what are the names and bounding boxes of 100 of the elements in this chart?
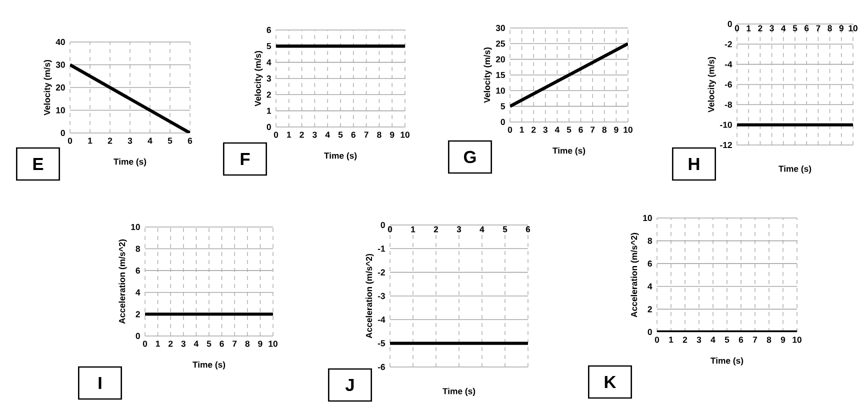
x-tick-label: 0 — [274, 132, 278, 138]
y-tick-label: 4 — [648, 283, 652, 290]
text: H — [688, 158, 700, 170]
text: K — [604, 376, 616, 388]
x-tick-label: 10 — [624, 126, 632, 133]
x-tick-label: 3 — [456, 226, 462, 232]
x-tick-label: 3 — [181, 340, 186, 347]
y-tick-label: -10 — [720, 122, 732, 128]
text: F — [240, 153, 250, 165]
x-tick-label: 2 — [168, 340, 173, 347]
x-tick-label: 0 — [734, 25, 740, 32]
x-axis-title: Time (s) — [324, 152, 357, 160]
y-tick-label: 0 — [500, 118, 505, 126]
x-tick-label: 1 — [746, 25, 751, 32]
x-tick-label: 7 — [364, 132, 368, 138]
x-axis-title: Time (s) — [552, 147, 586, 156]
x-tick-label: 7 — [232, 340, 237, 347]
y-tick-label: -4 — [724, 61, 732, 68]
text: J — [345, 378, 354, 392]
x-tick-label: 3 — [543, 126, 548, 133]
y-tick-label: -4 — [378, 316, 386, 323]
y-tick-label: -1 — [378, 246, 386, 252]
y-tick-label: -3 — [378, 292, 385, 300]
y-tick-label: 3 — [266, 75, 271, 82]
x-tick-label: 2 — [531, 126, 536, 133]
x-tick-label: 3 — [128, 138, 132, 144]
x-tick-label: 9 — [839, 25, 844, 32]
x-tick-label: 5 — [338, 132, 343, 138]
text: I — [98, 377, 102, 389]
x-tick-label: 1 — [287, 132, 292, 138]
x-tick-label: 1 — [88, 138, 92, 144]
x-axis-title: Time (s) — [114, 158, 146, 166]
y-tick-label: 10 — [643, 214, 652, 222]
y-tick-label: 25 — [496, 40, 506, 47]
x-tick-label: 1 — [520, 126, 524, 133]
x-tick-label: 2 — [108, 138, 112, 144]
x-tick-label: 4 — [148, 138, 152, 144]
y-tick-label: -6 — [724, 81, 732, 88]
x-tick-label: 3 — [312, 132, 317, 138]
y-tick-label: 1 — [267, 108, 272, 114]
y-axis-title: Velocity (m/s) — [708, 57, 716, 112]
x-tick-label: 8 — [828, 25, 832, 32]
x-tick-label: 9 — [780, 336, 786, 343]
x-tick-label: 1 — [411, 226, 416, 232]
x-tick-label: 4 — [710, 336, 716, 343]
x-tick-label: 9 — [258, 340, 262, 347]
x-tick-label: 10 — [792, 336, 802, 343]
x-tick-label: 0 — [654, 336, 660, 343]
x-tick-label: 1 — [156, 340, 160, 347]
x-tick-label: 3 — [770, 25, 774, 32]
y-tick-label: -5 — [378, 340, 386, 346]
x-tick-label: 7 — [752, 336, 758, 343]
x-axis-title: Time (s) — [442, 388, 476, 396]
y-tick-label: -6 — [378, 364, 385, 370]
x-axis-title: Time (s) — [778, 165, 812, 174]
x-tick-label: 4 — [480, 226, 484, 232]
y-tick-label: 6 — [136, 268, 140, 274]
x-tick-label: 4 — [554, 126, 560, 133]
y-tick-label: 20 — [56, 84, 65, 91]
x-tick-label: 3 — [696, 336, 702, 343]
y-tick-label: -2 — [724, 41, 732, 48]
x-tick-label: 2 — [300, 132, 304, 138]
x-tick-label: 8 — [766, 336, 772, 343]
y-axis-title: Acceleration (m/s^2) — [118, 239, 127, 324]
y-tick-label: 2 — [266, 92, 271, 98]
x-tick-label: 6 — [351, 132, 356, 138]
x-tick-label: 6 — [738, 336, 744, 343]
y-tick-label: -2 — [378, 269, 385, 276]
y-tick-label: 4 — [266, 59, 272, 66]
y-tick-label: 30 — [496, 24, 505, 32]
x-tick-label: 6 — [526, 226, 530, 232]
x-tick-label: 4 — [194, 340, 199, 347]
x-tick-label: 8 — [245, 340, 250, 347]
y-tick-label: 10 — [496, 88, 505, 94]
text: E — [33, 158, 44, 170]
x-tick-label: 7 — [590, 126, 595, 133]
x-tick-label: 9 — [614, 126, 618, 133]
x-tick-label: 5 — [566, 126, 572, 133]
y-tick-label: 15 — [496, 72, 506, 78]
y-axis-title: Acceleration (m/s^2) — [630, 232, 639, 318]
x-tick-label: 6 — [220, 340, 224, 347]
y-tick-label: 8 — [136, 246, 140, 252]
y-tick-label: 30 — [56, 62, 65, 68]
y-axis-title: Acceleration (m/s^2) — [366, 254, 374, 338]
x-tick-label: 2 — [682, 336, 688, 343]
x-tick-label: 10 — [848, 25, 858, 32]
x-axis-title: Time (s) — [192, 361, 226, 370]
y-tick-label: 0 — [648, 328, 652, 336]
x-tick-label: 6 — [804, 25, 809, 32]
y-tick-label: 4 — [136, 289, 140, 296]
x-tick-label: 6 — [578, 126, 583, 133]
y-axis-title: Velocity (m/s) — [44, 60, 52, 116]
x-tick-label: 0 — [388, 226, 392, 232]
y-tick-label: -12 — [720, 142, 732, 148]
x-tick-label: 0 — [142, 340, 148, 347]
x-tick-label: 5 — [168, 138, 172, 144]
y-tick-label: 2 — [136, 311, 140, 318]
x-tick-label: 5 — [206, 340, 212, 347]
y-tick-label: 10 — [56, 107, 65, 114]
x-tick-label: 4 — [781, 25, 786, 32]
